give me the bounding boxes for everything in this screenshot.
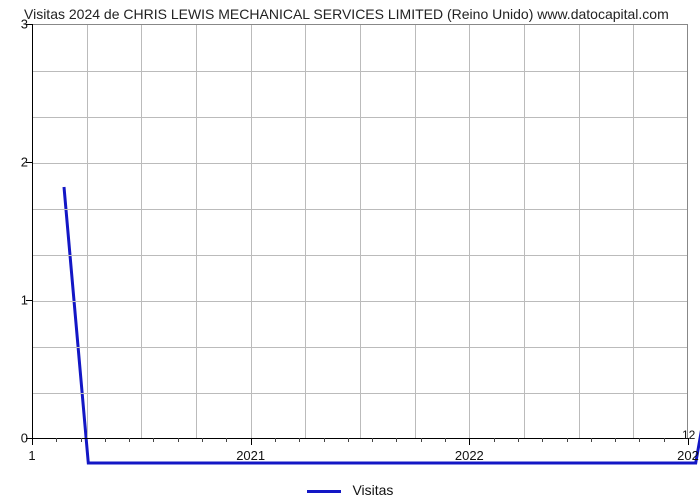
x-tick-label: 2021 — [236, 448, 265, 463]
v-gridline — [141, 25, 142, 438]
x-minor-tick — [445, 438, 446, 442]
legend-swatch — [307, 490, 341, 493]
x-major-tick — [251, 438, 252, 445]
v-gridline — [251, 25, 252, 438]
x-minor-tick — [129, 438, 130, 442]
legend: Visitas — [0, 482, 700, 498]
v-gridline — [305, 25, 306, 438]
v-gridline — [579, 25, 580, 438]
x-minor-tick — [299, 438, 300, 442]
x-minor-tick — [178, 438, 179, 442]
x-minor-tick — [494, 438, 495, 442]
x-major-tick — [469, 438, 470, 445]
x-tick-label: 2022 — [455, 448, 484, 463]
x-minor-tick — [372, 438, 373, 442]
x-minor-tick — [664, 438, 665, 442]
legend-label: Visitas — [352, 482, 393, 498]
x-minor-tick — [639, 438, 640, 442]
x-minor-tick — [567, 438, 568, 442]
series-line — [64, 49, 700, 463]
v-gridline — [196, 25, 197, 438]
x-minor-tick — [348, 438, 349, 442]
x-minor-tick — [56, 438, 57, 442]
x-minor-tick — [421, 438, 422, 442]
y-tick — [26, 300, 32, 301]
x-major-tick — [32, 438, 33, 445]
v-gridline — [415, 25, 416, 438]
x-tick-label: 202 — [677, 448, 699, 463]
x-minor-tick — [81, 438, 82, 442]
v-gridline — [360, 25, 361, 438]
y-tick — [26, 162, 32, 163]
x-minor-tick — [105, 438, 106, 442]
v-gridline — [469, 25, 470, 438]
plot-area — [32, 24, 688, 438]
x-axis — [32, 438, 688, 439]
x-minor-tick — [518, 438, 519, 442]
x-minor-tick — [324, 438, 325, 442]
y-tick — [26, 24, 32, 25]
x-tick-label: 1 — [28, 448, 35, 463]
v-gridline — [87, 25, 88, 438]
x-minor-tick — [226, 438, 227, 442]
x-minor-tick — [615, 438, 616, 442]
x-minor-tick — [591, 438, 592, 442]
x-minor-tick — [396, 438, 397, 442]
v-gridline — [524, 25, 525, 438]
x-right-overflow-label: 12 — [682, 428, 695, 442]
x-minor-tick — [542, 438, 543, 442]
x-minor-tick — [275, 438, 276, 442]
x-minor-tick — [202, 438, 203, 442]
chart-title: Visitas 2024 de CHRIS LEWIS MECHANICAL S… — [24, 6, 692, 22]
x-minor-tick — [153, 438, 154, 442]
chart-container: Visitas 2024 de CHRIS LEWIS MECHANICAL S… — [0, 0, 700, 500]
v-gridline — [633, 25, 634, 438]
y-axis — [32, 24, 33, 438]
